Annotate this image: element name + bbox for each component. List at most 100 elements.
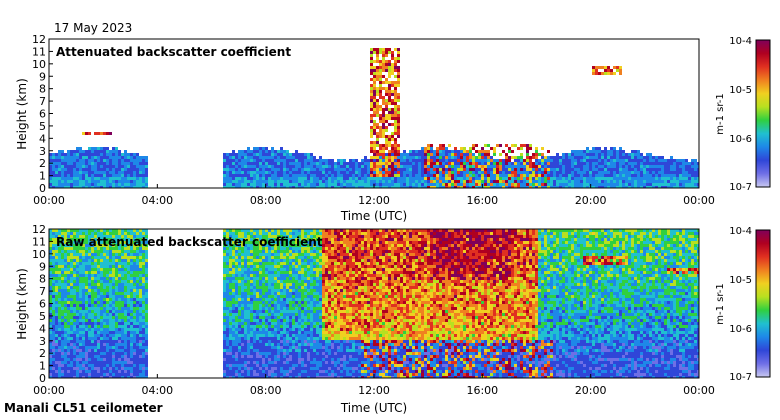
heatmap-cell: [91, 364, 94, 367]
heatmap-cell: [352, 183, 355, 186]
heatmap-cell: [427, 171, 430, 174]
heatmap-cell: [250, 183, 253, 186]
heatmap-cell: [697, 180, 699, 183]
heatmap-cell: [253, 364, 256, 367]
heatmap-cell: [388, 150, 391, 153]
heatmap-cell: [82, 283, 85, 286]
heatmap-cell: [124, 259, 127, 262]
heatmap-cell: [667, 174, 670, 177]
heatmap-cell: [67, 247, 70, 250]
heatmap-cell: [562, 156, 565, 159]
heatmap-cell: [223, 370, 226, 373]
heatmap-cell: [97, 286, 100, 289]
heatmap-cell: [568, 156, 571, 159]
heatmap-cell: [496, 159, 499, 162]
heatmap-cell: [250, 268, 253, 271]
heatmap-cell: [352, 165, 355, 168]
heatmap-cell: [106, 162, 109, 165]
heatmap-cell: [313, 165, 316, 168]
heatmap-cell: [70, 307, 73, 310]
heatmap-cell: [253, 156, 256, 159]
heatmap-cell: [373, 81, 376, 84]
heatmap-cell: [97, 268, 100, 271]
heatmap-cell: [640, 183, 643, 186]
heatmap-cell: [250, 376, 253, 378]
heatmap-cell: [121, 328, 124, 331]
heatmap-cell: [670, 171, 673, 174]
heatmap-cell: [409, 168, 412, 171]
heatmap-cell: [352, 177, 355, 180]
heatmap-cell: [460, 174, 463, 177]
heatmap-cell: [139, 370, 142, 373]
heatmap-cell: [61, 289, 64, 292]
heatmap-cell: [85, 316, 88, 319]
heatmap-cell: [139, 355, 142, 358]
heatmap-cell: [79, 325, 82, 328]
heatmap-cell: [73, 298, 76, 301]
heatmap-cell: [370, 57, 373, 60]
heatmap-cell: [439, 159, 442, 162]
heatmap-cell: [88, 132, 91, 135]
heatmap-cell: [433, 180, 436, 183]
heatmap-cell: [535, 165, 538, 168]
heatmap-cell: [334, 171, 337, 174]
heatmap-cell: [76, 171, 79, 174]
heatmap-cell: [487, 159, 490, 162]
heatmap-cell: [445, 147, 448, 150]
heatmap-cell: [91, 361, 94, 364]
heatmap-cell: [61, 256, 64, 259]
heatmap-cell: [136, 295, 139, 298]
heatmap-cell: [235, 367, 238, 370]
heatmap-cell: [88, 349, 91, 352]
heatmap-cell: [133, 229, 136, 232]
heatmap-cell: [64, 159, 67, 162]
heatmap-cell: [394, 102, 397, 105]
heatmap-cell: [475, 159, 478, 162]
heatmap-cell: [253, 349, 256, 352]
heatmap-cell: [244, 346, 247, 349]
heatmap-cell: [391, 180, 394, 183]
heatmap-cell: [259, 159, 262, 162]
heatmap-cell: [241, 156, 244, 159]
heatmap-cell: [247, 292, 250, 295]
heatmap-cell: [112, 159, 115, 162]
heatmap-cell: [325, 186, 328, 188]
heatmap-cell: [556, 171, 559, 174]
heatmap-cell: [238, 238, 241, 241]
heatmap-cell: [271, 186, 274, 188]
heatmap-cell: [685, 174, 688, 177]
heatmap-cell: [124, 271, 127, 274]
heatmap-cell: [79, 259, 82, 262]
heatmap-cell: [328, 177, 331, 180]
heatmap-cell: [541, 147, 544, 150]
heatmap-cell: [97, 334, 100, 337]
heatmap-cell: [433, 177, 436, 180]
heatmap-cell: [355, 159, 358, 162]
heatmap-cell: [67, 229, 70, 232]
heatmap-cell: [232, 319, 235, 322]
heatmap-cell: [463, 162, 466, 165]
heatmap-cell: [481, 150, 484, 153]
heatmap-cell: [307, 171, 310, 174]
heatmap-cell: [379, 159, 382, 162]
heatmap-cell: [79, 361, 82, 364]
heatmap-cell: [253, 355, 256, 358]
heatmap-cell: [436, 180, 439, 183]
heatmap-cell: [253, 241, 256, 244]
heatmap-cell: [52, 168, 55, 171]
heatmap-cell: [97, 241, 100, 244]
heatmap-cell: [64, 352, 67, 355]
heatmap-cell: [544, 171, 547, 174]
heatmap-cell: [73, 328, 76, 331]
heatmap-cell: [430, 156, 433, 159]
heatmap-cell: [250, 177, 253, 180]
heatmap-cell: [91, 238, 94, 241]
heatmap-cell: [118, 238, 121, 241]
heatmap-cell: [379, 75, 382, 78]
heatmap-cell: [115, 232, 118, 235]
heatmap-cell: [376, 144, 379, 147]
heatmap-cell: [256, 265, 259, 268]
heatmap-cell: [49, 259, 52, 262]
heatmap-cell: [307, 183, 310, 186]
heatmap-cell: [106, 177, 109, 180]
